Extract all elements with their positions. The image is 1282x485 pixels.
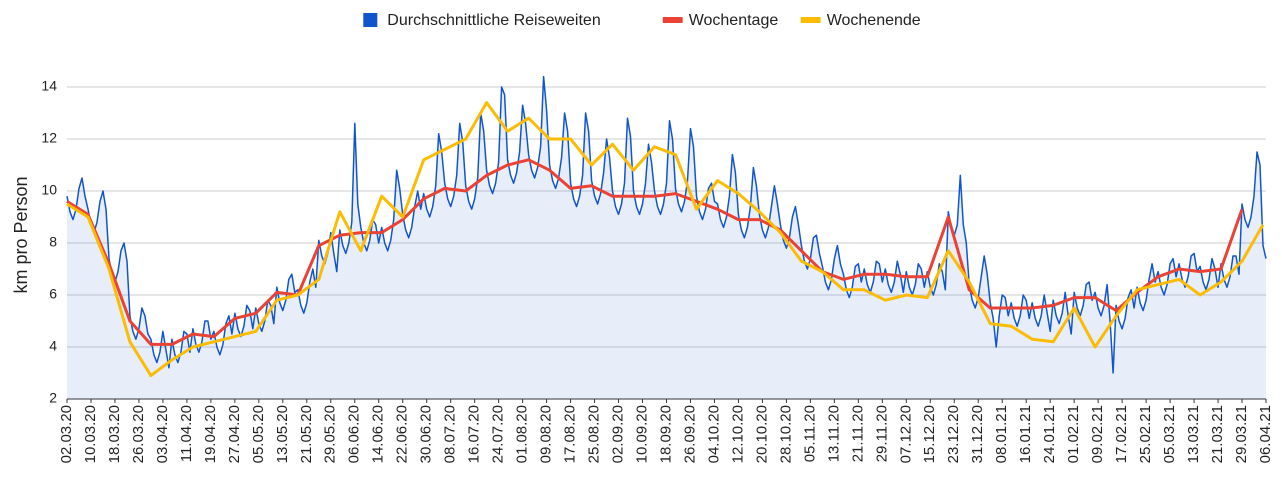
legend-swatch [363, 13, 378, 27]
x-tick-label: 09.02.21 [1089, 405, 1106, 463]
x-tick-label: 02.03.20 [58, 405, 75, 463]
x-tick-label: 24.01.21 [1041, 405, 1058, 463]
x-tick-label: 29.05.20 [322, 405, 339, 463]
x-tick-label: 19.04.20 [202, 405, 219, 463]
y-tick-label: 8 [49, 234, 57, 250]
y-tick-label: 6 [49, 286, 57, 302]
x-tick-label: 18.03.20 [106, 405, 123, 463]
x-tick-label: 01.08.20 [514, 405, 531, 463]
x-tick-label: 17.02.21 [1113, 405, 1130, 463]
x-tick-label: 21.03.21 [1209, 405, 1226, 463]
legend-swatch [800, 17, 821, 23]
x-tick-label: 24.07.20 [490, 405, 507, 463]
x-tick-label: 15.12.20 [921, 405, 938, 463]
series-line [66, 101, 1265, 378]
x-tick-label: 21.05.20 [298, 405, 315, 463]
x-tick-label: 29.11.20 [873, 405, 890, 462]
x-tick-label: 29.03.21 [1233, 405, 1250, 463]
x-tick-label: 25.02.21 [1137, 405, 1154, 463]
x-tick-label: 10.03.20 [82, 405, 99, 463]
x-tick-label: 12.10.20 [729, 405, 746, 463]
x-tick-label: 07.12.20 [897, 405, 914, 463]
legend-swatch [662, 17, 683, 23]
x-tick-label: 14.06.20 [370, 405, 387, 463]
x-tick-label: 26.09.20 [681, 405, 698, 463]
x-tick-label: 02.09.20 [610, 405, 627, 463]
legend-label: Wochentage [689, 12, 779, 29]
y-axis-label: km pro Person [11, 176, 31, 293]
x-tick-label: 28.10.20 [777, 405, 794, 463]
x-tick-label: 23.12.20 [945, 405, 962, 463]
x-tick-label: 22.06.20 [394, 405, 411, 463]
x-tick-label: 21.11.20 [849, 405, 866, 462]
series-area [67, 76, 1266, 399]
x-tick-label: 09.08.20 [538, 405, 555, 463]
series-line [66, 158, 1244, 346]
x-tick-label: 18.09.20 [657, 405, 674, 463]
x-tick-label: 11.04.20 [178, 405, 195, 462]
x-tick-label: 08.07.20 [442, 405, 459, 463]
x-tick-label: 13.03.21 [1185, 405, 1202, 463]
x-tick-label: 17.08.20 [562, 405, 579, 463]
x-tick-label: 08.01.21 [993, 405, 1010, 463]
y-tick-label: 4 [49, 338, 57, 354]
x-tick-label: 03.04.20 [154, 405, 171, 463]
x-tick-label: 10.09.20 [633, 405, 650, 463]
x-tick-label: 05.05.20 [250, 405, 267, 463]
x-tick-label: 27.04.20 [226, 405, 243, 463]
x-tick-label: 20.10.20 [753, 405, 770, 463]
x-tick-label: 01.02.21 [1065, 405, 1082, 463]
y-tick-label: 14 [41, 78, 57, 94]
x-tick-label: 30.06.20 [418, 405, 435, 463]
y-tick-label: 10 [41, 182, 57, 198]
y-tick-label: 2 [49, 390, 57, 406]
x-tick-label: 13.05.20 [274, 405, 291, 463]
x-tick-label: 25.08.20 [586, 405, 603, 463]
x-tick-label: 16.07.20 [466, 405, 483, 463]
x-tick-label: 04.10.20 [705, 405, 722, 463]
legend-label: Durchschnittliche Reiseweiten [387, 12, 600, 29]
x-tick-label: 05.11.20 [801, 405, 818, 462]
x-tick-label: 31.12.20 [969, 405, 986, 463]
x-tick-label: 05.03.21 [1161, 405, 1178, 463]
legend-label: Wochenende [827, 12, 921, 29]
x-tick-label: 13.11.20 [825, 405, 842, 462]
x-tick-label: 26.03.20 [130, 405, 147, 463]
x-tick-label: 06.06.20 [346, 405, 363, 463]
x-tick-label: 16.01.21 [1017, 405, 1034, 463]
x-tick-label: 06.04.21 [1257, 405, 1274, 463]
y-tick-label: 12 [41, 130, 57, 146]
